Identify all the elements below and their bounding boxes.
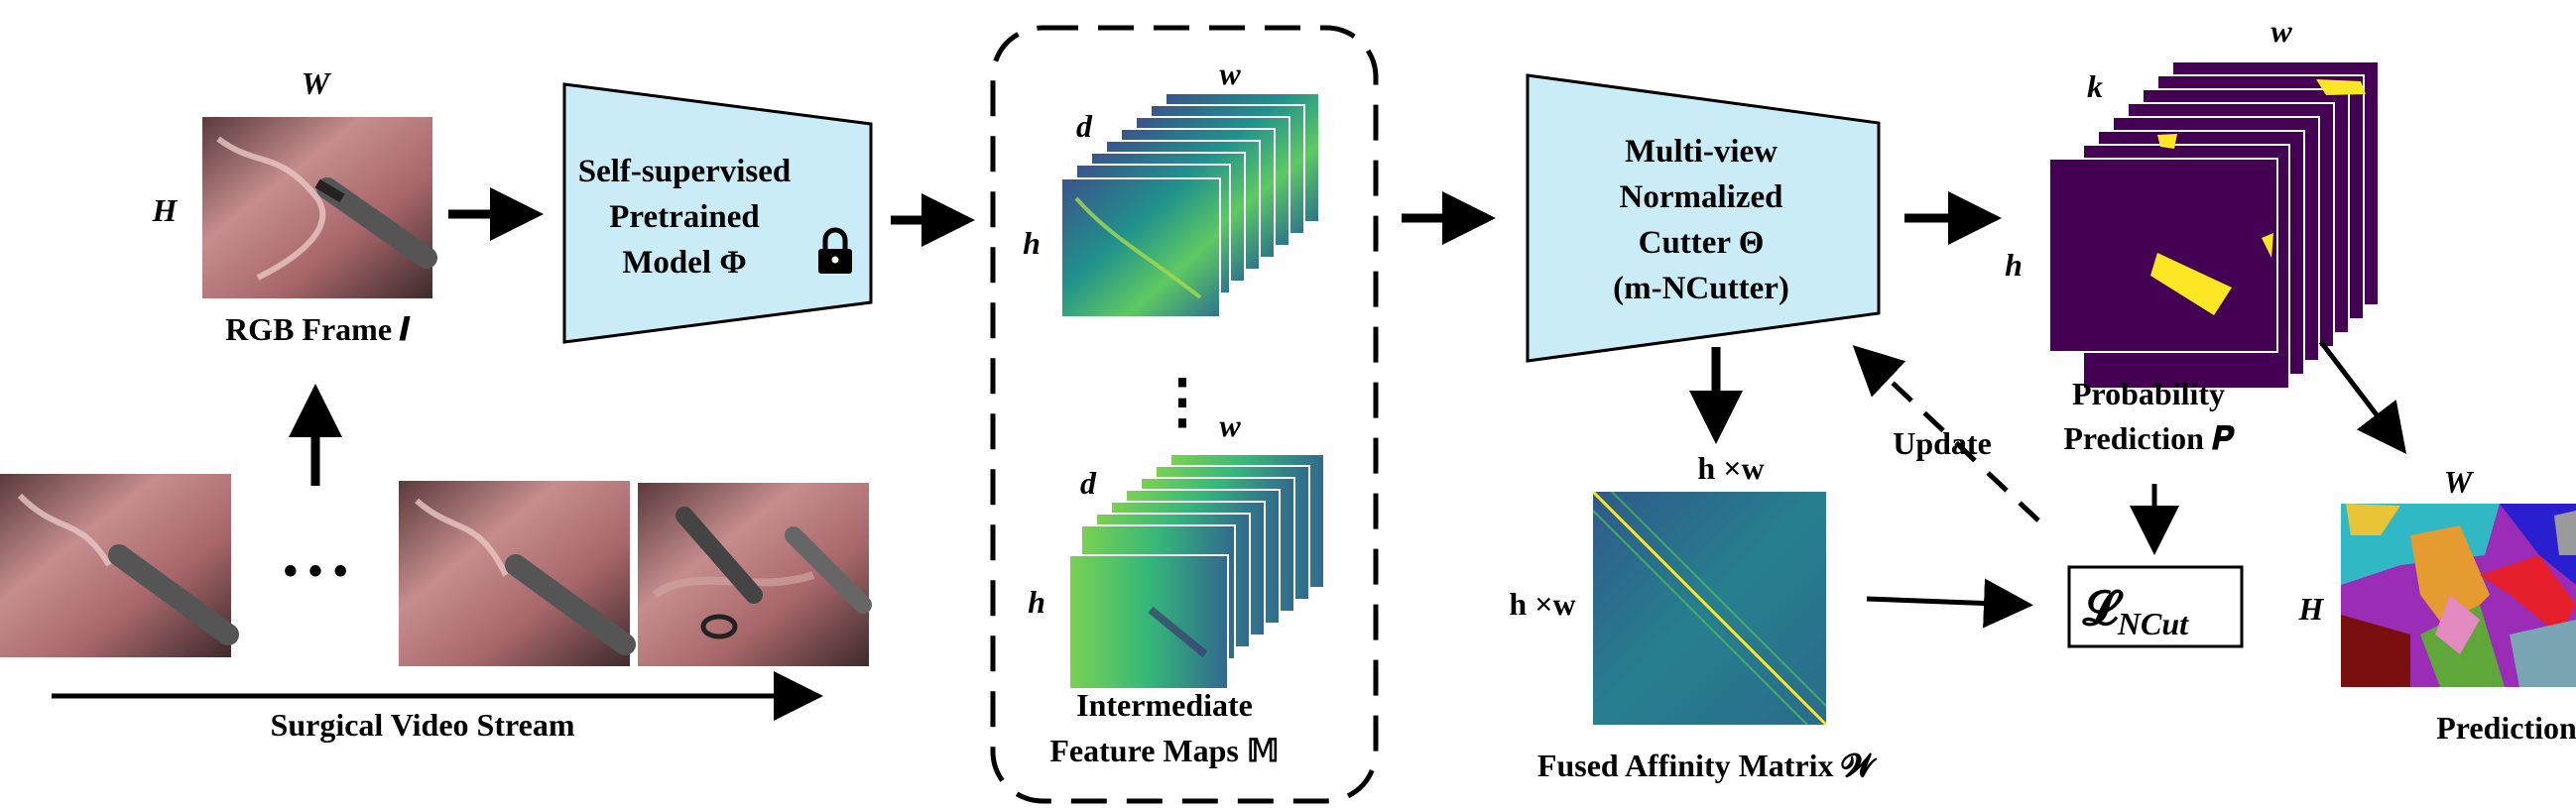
affinity-left-label: h ×w <box>1509 586 1575 622</box>
feature-caption-line-1: Intermediate <box>1076 687 1253 723</box>
cutter-line-1: Multi-view <box>1625 134 1778 170</box>
arrow-probability-to-prediction <box>2319 340 2407 454</box>
affinity-matrix <box>1591 490 1828 727</box>
prediction-w-label: W <box>2444 464 2475 500</box>
video-frame-1 <box>0 474 239 657</box>
feature-top-w: w <box>1219 56 1241 91</box>
feature-top-d: d <box>1076 108 1093 144</box>
feature-stack-top <box>1060 92 1320 318</box>
video-stream-caption: Surgical Video Stream <box>271 707 575 743</box>
probability-stack <box>2048 60 2380 390</box>
cutter-line-3: Cutter Θ <box>1639 225 1765 261</box>
prediction-h-label: H <box>2298 591 2325 627</box>
prob-h-label: h <box>2005 247 2023 283</box>
feature-bottom-h: h <box>1028 584 1045 620</box>
prediction-caption: Prediction <box>2436 710 2576 746</box>
prob-caption-line-1: Probability <box>2072 376 2225 411</box>
feature-vertical-ellipsis: ⋮ <box>1153 369 1212 434</box>
video-ellipsis: • • • <box>283 549 347 595</box>
feature-caption-line-2: Feature Maps 𝕄 <box>1049 733 1279 768</box>
rgb-frame-caption: RGB Frame 𝑰 <box>225 311 411 347</box>
feature-stack-bottom <box>1068 453 1325 690</box>
rgb-width-label: W <box>302 65 332 101</box>
video-frame-2 <box>399 481 636 666</box>
feature-maps-container <box>990 25 1379 804</box>
prob-caption-line-2: Prediction 𝑷 <box>2063 420 2235 456</box>
feature-top-h: h <box>1023 225 1041 261</box>
model-line-1: Self-supervised <box>578 154 792 189</box>
cutter-line-4: (m-NCutter) <box>1613 271 1789 306</box>
loss-box <box>2067 565 2244 648</box>
rgb-height-label: H <box>152 192 179 228</box>
loss-symbol: 𝓛NCut <box>2082 583 2189 641</box>
cutter-line-2: Normalized <box>1620 179 1783 215</box>
prob-w-label: w <box>2270 13 2292 49</box>
affinity-caption: Fused Affinity Matrix 𝓦 <box>1537 748 1879 783</box>
feature-bottom-w: w <box>1219 407 1241 443</box>
video-frame-3 <box>638 483 872 666</box>
arrow-affinity-to-loss <box>1866 578 2033 629</box>
prediction-segmentation <box>2341 504 2576 687</box>
model-line-2: Pretrained <box>609 199 760 235</box>
model-line-3: Model Φ <box>622 245 746 281</box>
lock-icon <box>818 227 852 274</box>
pretrained-model-box <box>562 82 873 344</box>
cutter-box <box>1526 73 1881 363</box>
affinity-top-label: h ×w <box>1697 450 1764 486</box>
prob-k-label: k <box>2087 68 2103 104</box>
feature-bottom-d: d <box>1080 465 1097 501</box>
rgb-frame-image <box>202 117 437 298</box>
update-label: Update <box>1893 425 1992 461</box>
